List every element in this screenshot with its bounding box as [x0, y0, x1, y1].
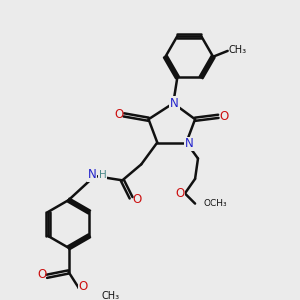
Text: N: N	[87, 168, 96, 181]
Text: N: N	[185, 137, 194, 151]
Text: CH₃: CH₃	[101, 291, 120, 300]
Text: O: O	[133, 193, 142, 206]
Text: OCH₃: OCH₃	[204, 199, 227, 208]
Text: O: O	[175, 187, 184, 200]
Text: O: O	[38, 268, 47, 281]
Text: H: H	[98, 169, 106, 179]
Text: CH₃: CH₃	[228, 45, 246, 55]
Text: N: N	[170, 97, 179, 110]
Text: O: O	[219, 110, 228, 123]
Text: O: O	[79, 280, 88, 293]
Text: O: O	[114, 108, 123, 122]
